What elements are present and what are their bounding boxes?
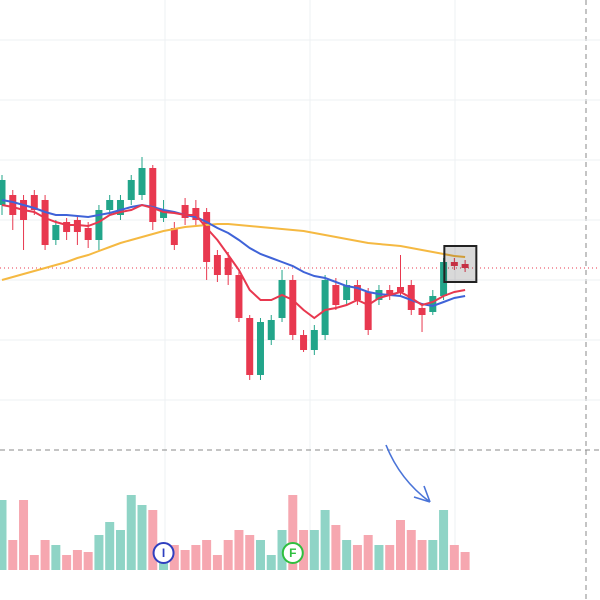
candle-body (246, 318, 254, 375)
volume-bar (439, 510, 449, 570)
volume-bar (406, 530, 416, 570)
candle-body (213, 255, 221, 275)
candle-body (386, 290, 394, 296)
candle-body (235, 275, 243, 318)
volume-bar (8, 540, 18, 570)
volume-bar (460, 552, 470, 570)
candle-body (278, 280, 286, 318)
moving-average (1, 223, 466, 281)
candle-body (63, 222, 71, 232)
candle-body (181, 205, 189, 218)
selection-box (443, 245, 478, 283)
volume-bar (0, 500, 7, 570)
candle-body (450, 262, 458, 266)
moving-average (1, 199, 466, 308)
annotation-marker (152, 542, 175, 564)
candle-body (332, 285, 340, 305)
volume-bar (115, 530, 125, 570)
candle-body (160, 210, 168, 218)
candle-body (0, 180, 6, 205)
volume-bar (137, 505, 147, 570)
volume-bar (62, 555, 72, 570)
volume-bar (51, 545, 61, 570)
volume-bar (83, 552, 93, 570)
volume-bar (234, 530, 244, 570)
candle-body (256, 322, 264, 375)
candle-body (9, 195, 17, 215)
candle-body (41, 200, 49, 245)
candle-body (418, 308, 426, 315)
volume-bar (126, 495, 136, 570)
annotation-label: F (289, 546, 296, 560)
candle-body (310, 330, 318, 350)
volume-bar (309, 530, 319, 570)
volume-bar (288, 495, 298, 570)
volume-bar (105, 522, 115, 570)
volume-bar (19, 500, 29, 570)
volume-bar (299, 530, 309, 570)
annotation-marker (281, 542, 304, 564)
candle-body (127, 180, 135, 200)
candle-body (106, 200, 114, 210)
candle-body (321, 280, 329, 335)
candle-body (116, 200, 124, 215)
volume-bar (395, 520, 405, 570)
candle-body (353, 285, 361, 300)
volume-bar (72, 550, 82, 570)
candle-body (224, 258, 232, 275)
volume-bar (191, 545, 201, 570)
volume-bar (331, 525, 341, 570)
candle-body (396, 287, 404, 292)
candle-body (300, 335, 308, 350)
volume-bar (29, 555, 39, 570)
volume-bar (212, 555, 222, 570)
candle-body (95, 210, 103, 240)
candle-body (267, 320, 275, 340)
volume-bar (320, 510, 330, 570)
volume-bar (342, 540, 352, 570)
annotation-label: I (162, 546, 165, 560)
candle-body (52, 225, 60, 240)
volume-bar (417, 540, 427, 570)
candle-body (429, 296, 437, 312)
candle-body (149, 168, 157, 222)
candle-body (343, 285, 351, 300)
volume-bar (94, 535, 104, 570)
arrow (385, 444, 431, 503)
candle-body (364, 292, 372, 330)
candle-body (30, 195, 38, 210)
volume-bar (277, 530, 287, 570)
volume-bar (385, 545, 395, 570)
volume-bar (40, 540, 50, 570)
volume-bar (352, 545, 362, 570)
moving-average (1, 203, 466, 320)
volume-bar (169, 545, 179, 570)
volume-bar (363, 535, 373, 570)
volume-bar (266, 555, 276, 570)
volume-bar (180, 550, 190, 570)
volume-bar (223, 540, 233, 570)
candle-body (461, 264, 469, 268)
candle-body (138, 168, 146, 195)
volume-bar (374, 545, 384, 570)
volume-bar (428, 540, 438, 570)
volume-bar (449, 545, 459, 570)
volume-bar (245, 535, 255, 570)
vertical-grid (164, 0, 456, 570)
candle-body (170, 228, 178, 245)
volume-bar (148, 510, 158, 570)
volume-bar (255, 540, 265, 570)
candle-body (84, 228, 92, 240)
candle-body (289, 280, 297, 335)
candle-body (203, 212, 211, 262)
volume-bar (202, 540, 212, 570)
